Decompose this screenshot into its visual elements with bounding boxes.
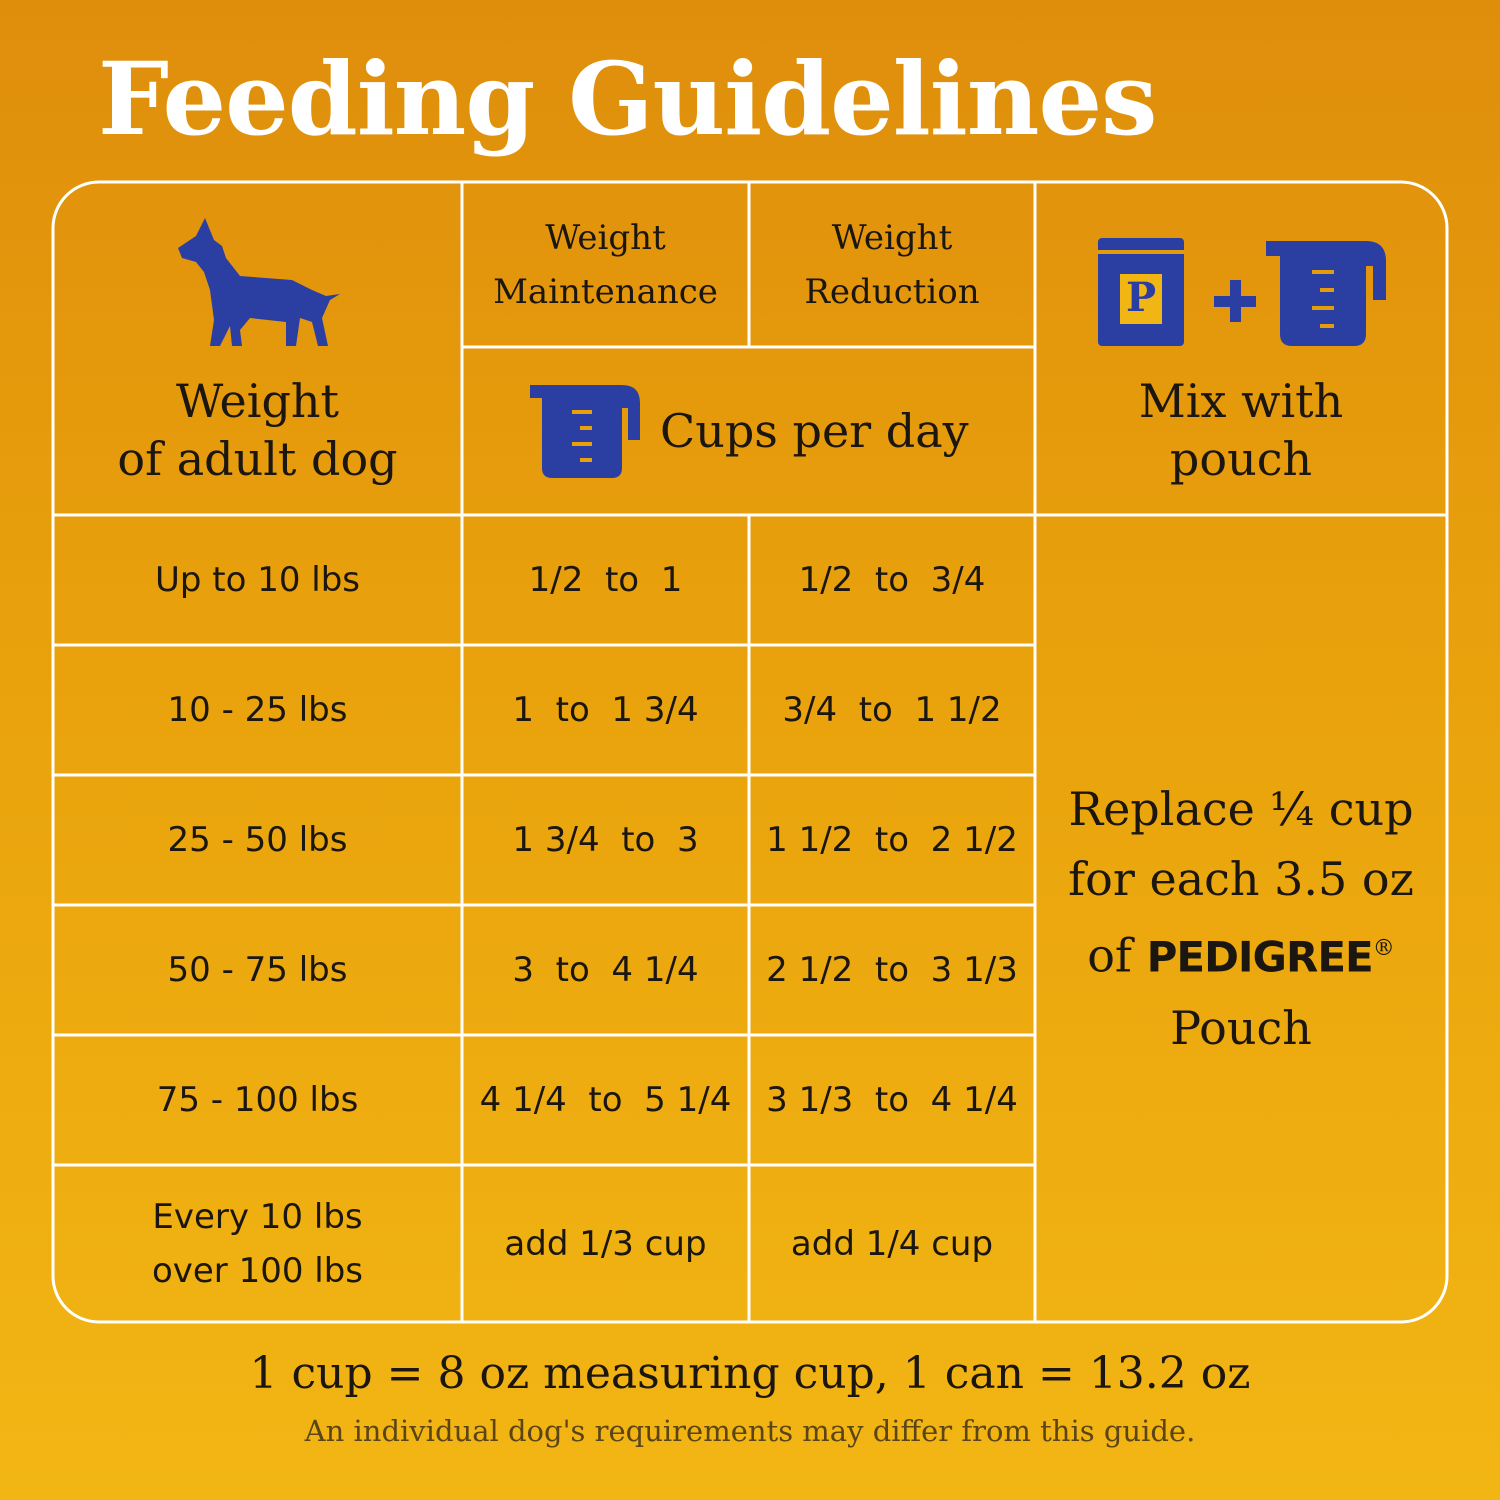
header-line: Weight [175, 374, 340, 428]
cell-text: 4 1/4 to 5 1/4 [479, 1080, 732, 1120]
cell-text: 2 1/2 to 3 1/3 [766, 950, 1018, 990]
header-line: pouch [1169, 432, 1313, 486]
header-line: of adult dog [117, 432, 398, 486]
cups-header: Cups per day [660, 347, 990, 515]
mix-header: Mix with pouch [1035, 360, 1447, 500]
header-line: Weight [545, 217, 666, 258]
note-text: of [1087, 928, 1132, 983]
cell-line: over 100 lbs [151, 1250, 364, 1291]
cell-text: add 1/3 cup [504, 1223, 707, 1264]
reduction-cell: add 1/4 cup [749, 1165, 1035, 1322]
cell-text: 1 1/2 to 2 1/2 [766, 820, 1018, 860]
header-line: Cups per day [660, 404, 969, 458]
note-line: Replace ¼ cup [1068, 782, 1414, 837]
weight-cell: 50 - 75 lbs [53, 905, 462, 1035]
note-line: for each 3.5 oz [1068, 852, 1414, 907]
brand: PEDIGREE [1146, 932, 1374, 982]
cell-line: 75 - 100 lbs [156, 1080, 359, 1120]
maintenance-cell: 4 1/4 to 5 1/4 [462, 1035, 749, 1165]
maintenance-cell: add 1/3 cup [462, 1165, 749, 1322]
reduction-cell: 3 1/3 to 4 1/4 [749, 1035, 1035, 1165]
weight-cell: Every 10 lbs over 100 lbs [53, 1165, 462, 1322]
cell-text: 1 to 1 3/4 [512, 690, 699, 730]
reduction-cell: 3/4 to 1 1/2 [749, 645, 1035, 775]
maintenance-cell: 3 to 4 1/4 [462, 905, 749, 1035]
reduction-header: Weight Reduction [749, 182, 1035, 347]
registered-mark: ® [1372, 936, 1395, 962]
mix-note: Replace ¼ cup for each 3.5 oz of PEDIGRE… [1035, 515, 1447, 1322]
cell-text: 1/2 to 1 [528, 560, 683, 600]
cell-line: Every 10 lbs [152, 1196, 363, 1237]
weight-cell: 25 - 50 lbs [53, 775, 462, 905]
reduction-cell: 2 1/2 to 3 1/3 [749, 905, 1035, 1035]
note-line: of PEDIGREE® [1087, 914, 1395, 992]
page-title: Feeding Guidelines [98, 40, 1157, 158]
cup-icon [1266, 241, 1386, 346]
cell-line: 25 - 50 lbs [167, 820, 348, 860]
table-lines [51, 180, 1449, 1324]
cell-line: Up to 10 lbs [154, 560, 361, 600]
maintenance-cell: 1 3/4 to 3 [462, 775, 749, 905]
reduction-cell: 1 1/2 to 2 1/2 [749, 775, 1035, 905]
maintenance-cell: 1 to 1 3/4 [462, 645, 749, 775]
header-line: Maintenance [493, 271, 718, 312]
cell-text: 3 1/3 to 4 1/4 [766, 1080, 1018, 1120]
weight-header: Weight of adult dog [53, 360, 462, 500]
footer-disclaimer: An individual dog's requirements may dif… [304, 1414, 1196, 1448]
header-line: Weight [831, 217, 953, 258]
header-line: Mix with [1138, 374, 1344, 428]
note-line: Pouch [1170, 1000, 1312, 1055]
dog-icon [178, 218, 340, 346]
cell-line: 50 - 75 lbs [167, 950, 348, 990]
cell-text: 1/2 to 3/4 [798, 560, 986, 600]
pouch-letter: P [1126, 274, 1156, 321]
reduction-cell: 1/2 to 3/4 [749, 515, 1035, 645]
weight-cell: Up to 10 lbs [53, 515, 462, 645]
weight-cell: 10 - 25 lbs [53, 645, 462, 775]
cell-text: add 1/4 cup [790, 1223, 994, 1264]
plus-icon [1214, 280, 1256, 322]
cell-text: 3/4 to 1 1/2 [782, 690, 1002, 730]
cup-icon [530, 385, 640, 478]
cell-line: 10 - 25 lbs [167, 690, 348, 730]
maintenance-cell: 1/2 to 1 [462, 515, 749, 645]
cell-text: 3 to 4 1/4 [512, 950, 699, 990]
header-line: Reduction [804, 271, 980, 312]
cell-text: 1 3/4 to 3 [512, 820, 699, 860]
footer-note: 1 cup = 8 oz measuring cup, 1 can = 13.2… [249, 1348, 1251, 1399]
weight-cell: 75 - 100 lbs [53, 1035, 462, 1165]
pouch-icon: P [1098, 238, 1184, 346]
maintenance-header: Weight Maintenance [462, 182, 749, 347]
